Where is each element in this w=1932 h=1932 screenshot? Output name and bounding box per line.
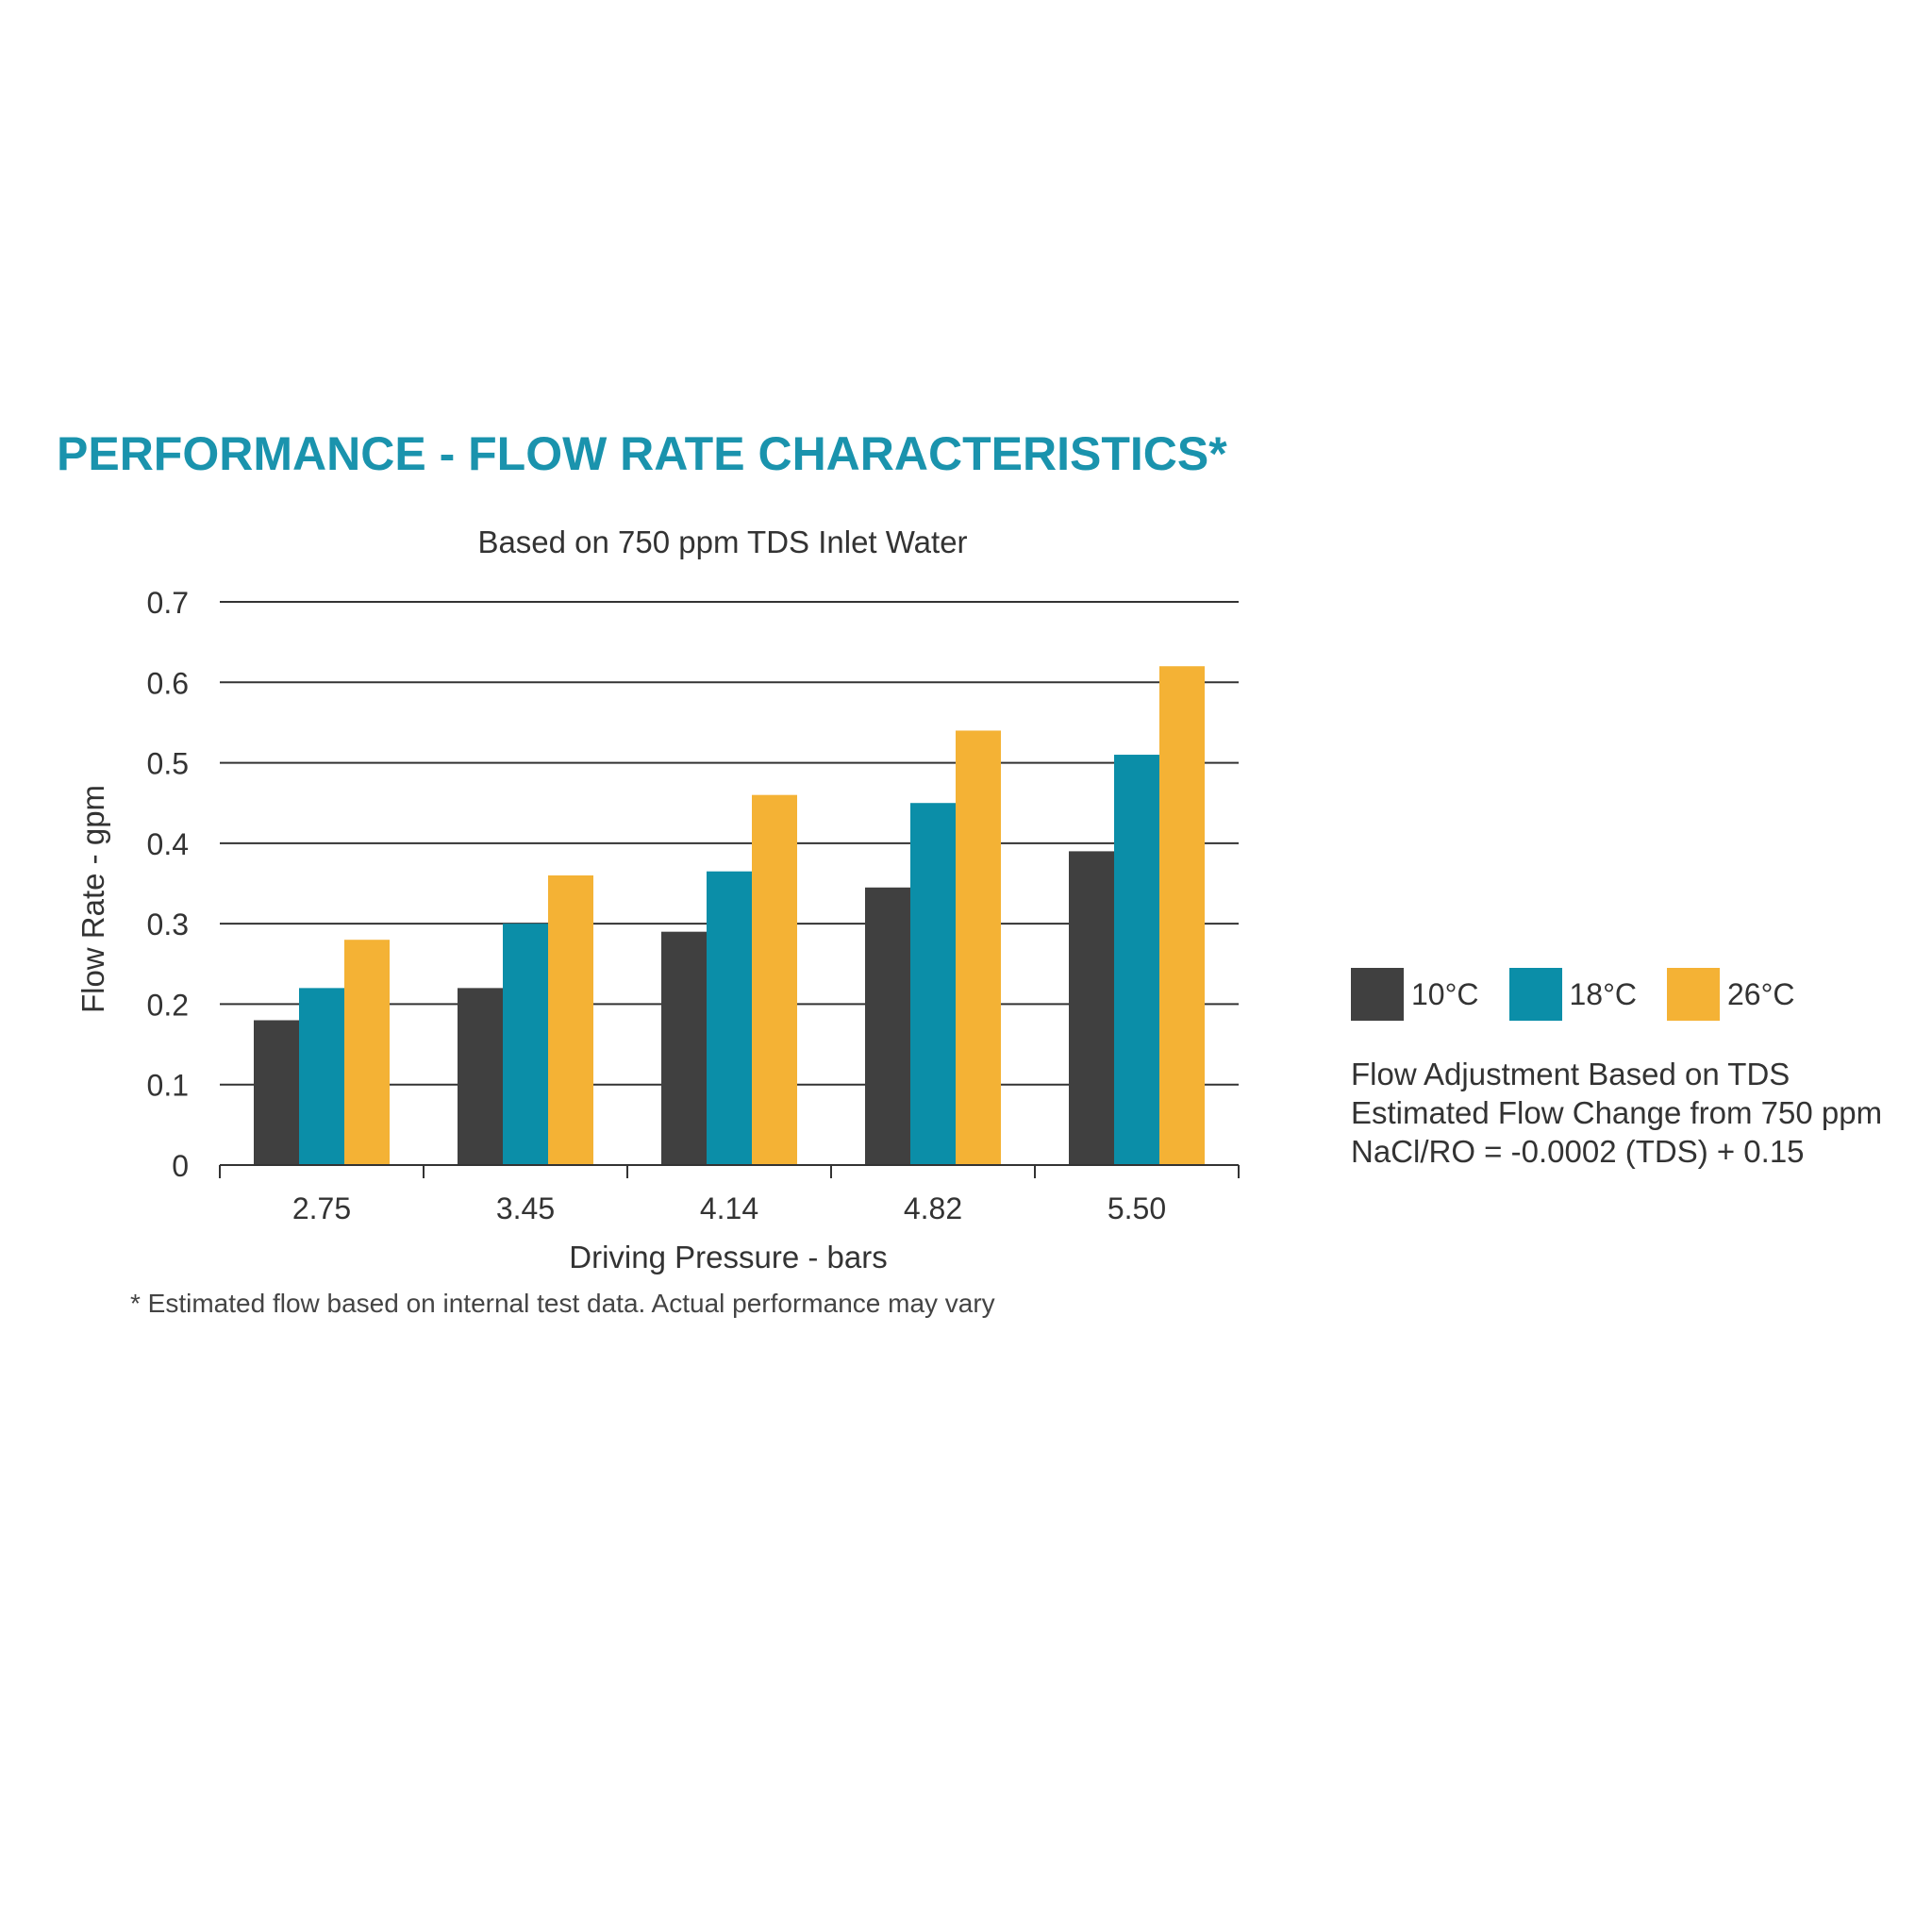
flow-adjustment-line-2: Estimated Flow Change from 750 ppm [1351,1095,1883,1130]
legend-label-18c: 18°C [1569,976,1638,1011]
legend-item-10c: 10°C [1351,968,1479,1021]
bar [503,924,548,1165]
y-tick-label: 0 [172,1149,189,1183]
bar [254,1020,299,1165]
y-tick-label: 0.4 [147,827,189,861]
y-tick-label: 0.3 [147,908,189,941]
bar [956,730,1001,1165]
flow-adjustment-line-3: NaCl/RO = -0.0002 (TDS) + 0.15 [1351,1134,1805,1169]
x-tick-label: 4.82 [904,1191,962,1225]
bar [299,988,344,1165]
x-tick-labels: 2.75 3.45 4.14 4.82 5.50 [292,1191,1166,1225]
bar [344,940,390,1165]
legend-item-18c: 18°C [1508,968,1638,1021]
bar [1069,851,1114,1165]
legend-swatch-10c [1351,968,1404,1021]
legend-item-26c: 26°C [1667,968,1795,1021]
bar [661,931,707,1165]
bar [865,887,910,1165]
page-title: PERFORMANCE - FLOW RATE CHARACTERISTICS* [57,427,1227,480]
bar [910,803,956,1165]
bar [752,794,797,1165]
x-tick-label: 5.50 [1108,1191,1166,1225]
y-axis-label: Flow Rate - gpm [75,785,110,1013]
y-tick-label: 0.7 [147,586,189,620]
x-tick-label: 3.45 [496,1191,555,1225]
y-tick-label: 0.6 [147,666,189,700]
y-tick-labels: 0 0.1 0.2 0.3 0.4 0.5 0.6 0.7 [147,586,189,1183]
x-axis-label: Driving Pressure - bars [569,1240,887,1274]
y-tick-label: 0.2 [147,988,189,1022]
legend-swatch-18c [1508,968,1562,1021]
bar [1159,666,1205,1165]
x-tick-label: 4.14 [700,1191,758,1225]
legend: 10°C 18°C 26°C [1351,968,1825,1021]
legend-label-26c: 26°C [1727,976,1795,1011]
legend-label-10c: 10°C [1411,976,1479,1011]
x-tick-label: 2.75 [292,1191,351,1225]
bars [254,666,1205,1165]
bar [1114,755,1159,1165]
flow-adjustment-line-1: Flow Adjustment Based on TDS [1351,1057,1790,1091]
footnote: * Estimated flow based on internal test … [130,1289,995,1318]
legend-swatch-26c [1667,968,1720,1021]
bar [458,988,503,1165]
bar [548,874,593,1165]
y-tick-label: 0.1 [147,1069,189,1103]
x-axis [219,1164,1240,1178]
bar [707,871,752,1165]
y-tick-label: 0.5 [147,747,189,781]
chart-title: Based on 750 ppm TDS Inlet Water [477,525,967,559]
flow-adjustment-note: Flow Adjustment Based on TDS Estimated F… [1351,1055,1882,1171]
